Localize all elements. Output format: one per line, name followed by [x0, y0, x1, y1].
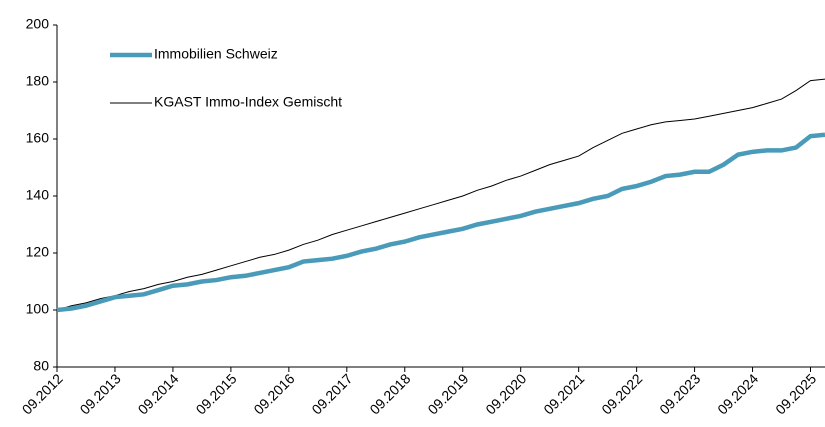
- series-line: [56, 132, 825, 313]
- y-tick-label: 160: [26, 130, 50, 146]
- x-tick-label: 09.2015: [193, 370, 240, 417]
- legend-label: Immobilien Schweiz: [154, 46, 278, 62]
- series-line: [56, 78, 825, 311]
- y-tick-label: 140: [26, 187, 50, 203]
- x-tick-label: 09.2016: [250, 370, 297, 417]
- x-tick-label: 09.2024: [714, 370, 761, 417]
- x-tick-label: 09.2019: [424, 370, 471, 417]
- y-tick-label: 180: [26, 73, 50, 89]
- x-tick-label: 09.2012: [19, 370, 66, 417]
- y-tick-label: 200: [26, 16, 50, 32]
- x-tick-label: 09.2014: [135, 370, 182, 417]
- y-tick-label: 100: [26, 301, 50, 317]
- x-tick-label: 09.2023: [656, 370, 703, 417]
- x-tick-label: 09.2018: [366, 370, 413, 417]
- x-tick-label: 09.2017: [308, 370, 355, 417]
- x-tick-label: 09.2022: [598, 370, 645, 417]
- x-tick-label: 09.2025: [772, 370, 819, 417]
- x-tick-label: 09.2020: [482, 370, 529, 417]
- y-tick-label: 120: [26, 244, 50, 260]
- y-tick-label: 80: [33, 358, 49, 374]
- x-tick-label: 09.2021: [540, 370, 587, 417]
- x-tick-label: 09.2013: [77, 370, 124, 417]
- legend-label: KGAST Immo-Index Gemischt: [154, 94, 342, 110]
